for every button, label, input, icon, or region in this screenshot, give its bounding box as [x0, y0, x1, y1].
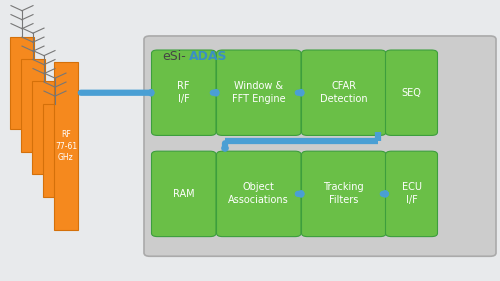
FancyBboxPatch shape [21, 59, 45, 152]
Text: CFAR
Detection: CFAR Detection [320, 81, 368, 104]
FancyBboxPatch shape [386, 151, 438, 237]
FancyBboxPatch shape [152, 50, 216, 135]
Text: Window &
FFT Engine: Window & FFT Engine [232, 81, 285, 104]
FancyBboxPatch shape [43, 104, 67, 197]
FancyBboxPatch shape [302, 50, 386, 135]
FancyBboxPatch shape [152, 151, 216, 237]
Text: Tracking
Filters: Tracking Filters [324, 182, 364, 205]
FancyBboxPatch shape [144, 36, 496, 256]
FancyBboxPatch shape [216, 50, 301, 135]
FancyBboxPatch shape [302, 151, 386, 237]
FancyBboxPatch shape [10, 37, 34, 129]
FancyBboxPatch shape [386, 50, 438, 135]
Text: RF
77-61
GHz: RF 77-61 GHz [55, 130, 77, 162]
Text: RF
I/F: RF I/F [178, 81, 190, 104]
Text: SEQ: SEQ [402, 88, 421, 98]
FancyBboxPatch shape [54, 62, 78, 230]
FancyBboxPatch shape [216, 151, 301, 237]
Text: eSi-: eSi- [162, 50, 186, 63]
Text: ADAS: ADAS [188, 50, 227, 63]
Text: RAM: RAM [173, 189, 195, 199]
Text: Object
Associations: Object Associations [228, 182, 289, 205]
FancyBboxPatch shape [32, 81, 56, 174]
Text: ECU
I/F: ECU I/F [402, 182, 421, 205]
